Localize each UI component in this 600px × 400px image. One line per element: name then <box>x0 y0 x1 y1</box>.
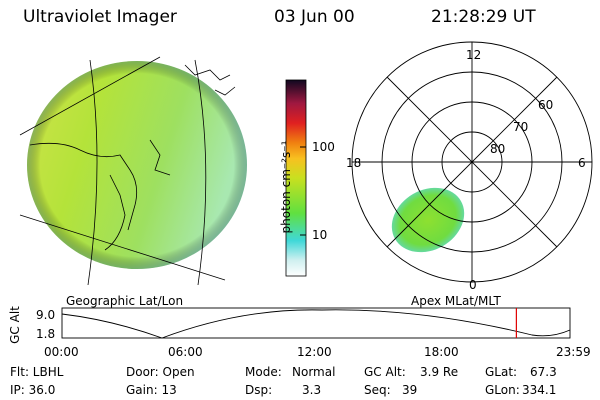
door-info: Door: Open <box>126 365 195 379</box>
xtick-2359: 23:59 <box>556 345 591 359</box>
colorbar-tick-10: 10 <box>312 228 328 242</box>
lat-label-70: 70 <box>513 120 529 134</box>
gain-info: Gain: 13 <box>126 383 177 397</box>
altitude-plot <box>61 307 571 339</box>
longitude-line <box>87 59 98 286</box>
gcalt-value: 3.9 Re <box>420 365 459 379</box>
seq-value: 39 <box>402 383 418 397</box>
longitude-line <box>194 59 207 286</box>
mode-value: Normal <box>292 365 336 379</box>
dsp-value: 3.3 <box>302 383 322 397</box>
mlt-label-12: 12 <box>466 48 482 62</box>
filter-info: Flt: LBHL <box>10 365 64 379</box>
dsp-label: Dsp: <box>245 383 273 397</box>
colorbar-unit-label: photon cm⁻²s⁻¹ <box>279 140 293 234</box>
ip-info: IP: 36.0 <box>10 383 56 397</box>
time-label: 21:28:29 UT <box>431 7 536 27</box>
latitude-line <box>19 56 161 136</box>
colorbar <box>285 79 307 277</box>
seq-label: Seq: <box>364 383 391 397</box>
geographic-image <box>19 56 247 286</box>
geo-panel-label: Geographic Lat/Lon <box>66 294 184 308</box>
lat-label-80: 80 <box>490 142 506 156</box>
polar-plot <box>351 41 593 283</box>
lat-label-60: 60 <box>538 98 554 112</box>
glat-value: 67.3 <box>530 365 557 379</box>
date-label: 03 Jun 00 <box>274 7 355 27</box>
mlt-label-6: 6 <box>578 156 586 170</box>
instrument-title: Ultraviolet Imager <box>23 7 177 27</box>
xtick-0600: 06:00 <box>168 345 203 359</box>
altitude-curve <box>61 309 571 339</box>
colorbar-tick-100: 100 <box>312 140 335 154</box>
mlt-label-18: 18 <box>346 156 362 170</box>
xtick-0000: 00:00 <box>44 345 79 359</box>
glon-value: 334.1 <box>522 383 557 397</box>
mode-label: Mode: <box>245 365 282 379</box>
coastline <box>29 142 138 231</box>
gcalt-label: GC Alt: <box>364 365 406 379</box>
altitude-ytick-high: 9.0 <box>36 308 56 322</box>
xtick-1200: 12:00 <box>297 345 332 359</box>
mlt-label-0: 0 <box>469 278 477 292</box>
altitude-ylabel: GC Alt <box>7 306 22 344</box>
altitude-ytick-low: 1.8 <box>36 327 56 341</box>
polar-panel-label: Apex MLat/MLT <box>411 294 501 308</box>
auroral-oval <box>391 187 465 253</box>
glon-label: GLon: <box>485 383 520 397</box>
latitude-line <box>19 214 226 281</box>
glat-label: GLat: <box>485 365 518 379</box>
xtick-1800: 18:00 <box>424 345 459 359</box>
